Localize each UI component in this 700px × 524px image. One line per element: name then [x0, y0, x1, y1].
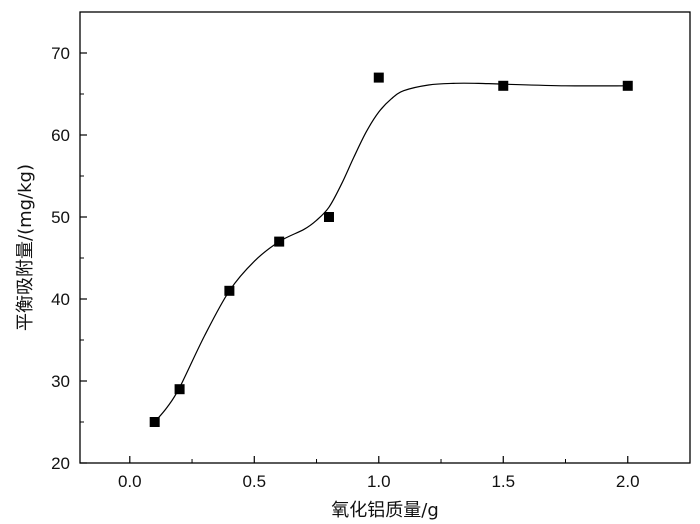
data-point	[174, 384, 185, 395]
x-tick-label: 1.0	[367, 472, 391, 491]
y-axis-title: 平衡吸附量/(mg/kg)	[15, 164, 36, 331]
y-tick-label: 20	[51, 454, 70, 473]
data-point	[323, 212, 334, 222]
data-point	[373, 72, 384, 83]
data-point	[498, 80, 509, 91]
data-point	[274, 236, 285, 247]
y-tick-label: 70	[51, 44, 70, 63]
x-tick-label: 1.5	[491, 472, 515, 491]
y-tick-label: 30	[51, 372, 70, 391]
y-tick-label: 60	[51, 126, 70, 145]
x-tick-label: 0.5	[242, 472, 266, 491]
data-point	[224, 285, 235, 296]
y-tick-label: 50	[51, 208, 70, 227]
fit-curve-line	[154, 82, 628, 423]
x-axis-title: 氧化铝质量/g	[331, 500, 439, 521]
data-point	[622, 80, 633, 91]
plot-frame	[79, 11, 691, 464]
x-tick-label: 2.0	[616, 472, 640, 491]
x-tick-label: 0.0	[118, 472, 142, 491]
data-point	[149, 417, 160, 427]
y-tick-label: 40	[51, 290, 70, 309]
